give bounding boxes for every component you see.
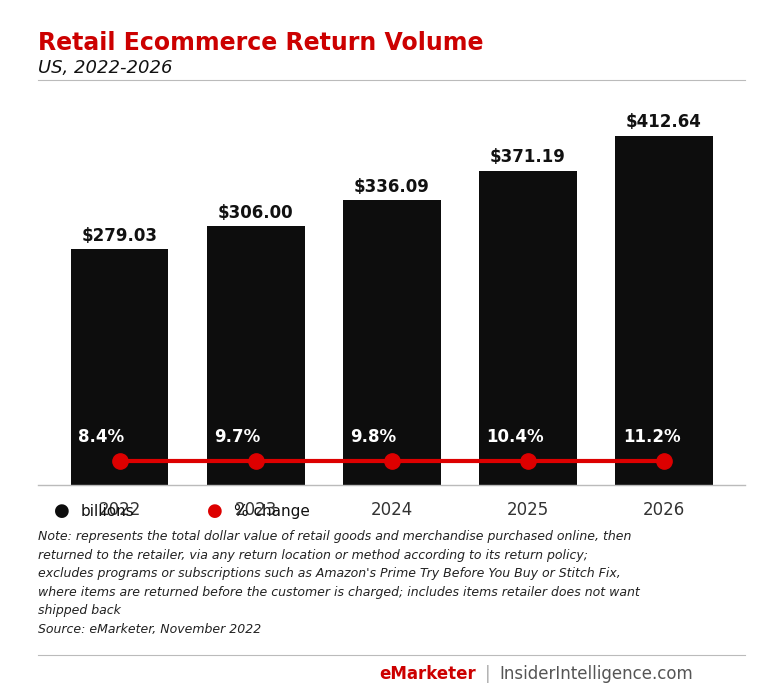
Text: 8.4%: 8.4% — [78, 428, 124, 446]
Text: $371.19: $371.19 — [490, 148, 566, 166]
Bar — [207, 226, 305, 485]
Text: ●: ● — [207, 502, 223, 520]
Text: eMarketer: eMarketer — [379, 665, 476, 683]
Text: billions: billions — [81, 504, 134, 519]
Text: Note: represents the total dollar value of retail goods and merchandise purchase: Note: represents the total dollar value … — [38, 530, 641, 635]
Text: 9.7%: 9.7% — [214, 428, 260, 446]
Bar — [71, 249, 168, 485]
Text: % change: % change — [234, 504, 310, 519]
Text: 11.2%: 11.2% — [623, 428, 680, 446]
Bar — [478, 170, 577, 485]
Text: Retail Ecommerce Return Volume: Retail Ecommerce Return Volume — [38, 31, 484, 55]
Text: InsiderIntelligence.com: InsiderIntelligence.com — [499, 665, 693, 683]
Text: 10.4%: 10.4% — [487, 428, 545, 446]
Text: $279.03: $279.03 — [81, 227, 157, 245]
Bar — [615, 136, 713, 485]
Bar — [343, 200, 441, 485]
Text: US, 2022-2026: US, 2022-2026 — [38, 59, 173, 77]
Text: $306.00: $306.00 — [218, 204, 293, 222]
Text: $336.09: $336.09 — [354, 178, 429, 196]
Text: 9.8%: 9.8% — [350, 428, 396, 446]
Text: |: | — [485, 665, 491, 683]
Text: ●: ● — [54, 502, 70, 520]
Text: $412.64: $412.64 — [626, 114, 702, 132]
